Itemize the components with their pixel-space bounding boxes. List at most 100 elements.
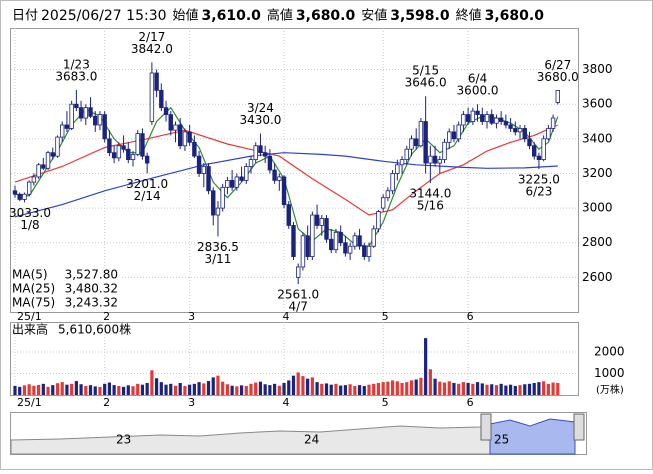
volume-bar <box>277 385 281 395</box>
volume-bar <box>428 369 432 395</box>
volume-bar <box>409 380 414 395</box>
navigator-handle[interactable] <box>480 413 492 441</box>
candle-body <box>489 114 494 124</box>
candle-body <box>69 103 74 129</box>
volume-bar <box>480 383 484 395</box>
candle-body <box>418 121 424 147</box>
candle-body <box>74 103 79 109</box>
volume-bar <box>235 386 239 395</box>
candle-body <box>362 245 367 257</box>
annotation-date: 1/8 <box>20 218 39 232</box>
candle-body <box>281 176 287 206</box>
annotation-value: 3600.0 <box>457 84 499 98</box>
moving-average-line <box>14 152 558 218</box>
header-value: 3,680.0 <box>485 8 545 24</box>
annotation-value: 2561.0 <box>277 288 319 302</box>
volume-bar <box>381 382 385 395</box>
volume-bar <box>117 385 121 395</box>
y-tick-label: 3200 <box>582 166 613 180</box>
candle-body <box>130 154 136 161</box>
volume-bar <box>178 382 182 395</box>
candle-body <box>480 114 485 122</box>
volume-bar <box>239 385 244 395</box>
volume-bar <box>173 385 178 395</box>
volume-bar <box>310 377 314 395</box>
candle-body <box>395 164 400 174</box>
y-tick-label: 3400 <box>582 131 613 145</box>
candle-body <box>144 155 150 164</box>
annotation-date: 5/16 <box>417 199 444 213</box>
candle-body <box>88 107 93 117</box>
volume-bar <box>155 378 159 395</box>
volume-bar <box>183 385 187 395</box>
candle-body <box>102 114 107 140</box>
candle-body <box>187 131 192 143</box>
volume-bar <box>51 385 55 395</box>
month-label: 5 <box>382 310 389 323</box>
month-label: 4 <box>283 396 290 409</box>
candle-body <box>45 152 51 169</box>
candle-body <box>536 155 542 161</box>
moving-average-line <box>14 124 559 216</box>
candle-body <box>116 145 122 159</box>
header-value: 3,610.0 <box>202 8 262 24</box>
candle-body <box>546 128 551 140</box>
candle-body <box>206 166 211 192</box>
candle-body <box>494 117 499 124</box>
candle-body <box>225 179 230 188</box>
candle-body <box>50 152 55 157</box>
volume-bar <box>206 381 211 395</box>
volume-bar <box>386 381 390 395</box>
volume-bar <box>65 384 69 395</box>
candle-body <box>295 266 301 278</box>
volume-unit: (万株) <box>596 383 624 396</box>
volume-bar <box>202 383 206 395</box>
volume-bar <box>320 383 324 395</box>
volume-bar <box>527 383 532 395</box>
y-tick-label: 3800 <box>582 62 613 76</box>
navigator-label: 24 <box>304 433 319 447</box>
candle-body <box>262 152 268 157</box>
navigator-handle[interactable] <box>573 413 585 441</box>
header-value: 3,680.0 <box>296 8 356 24</box>
volume-bar <box>93 386 97 395</box>
volume-bar <box>367 384 371 395</box>
volume-bar <box>457 383 461 395</box>
month-label: 25/1 <box>17 310 42 323</box>
volume-bar <box>88 385 93 395</box>
volume-bar <box>324 383 329 395</box>
volume-bar <box>230 385 234 395</box>
volume-bar <box>107 382 111 395</box>
candle-body <box>168 114 173 131</box>
annotation-date: 6/27 <box>544 58 571 72</box>
volume-bar <box>103 383 107 395</box>
candle-body <box>484 114 490 122</box>
volume-bar <box>518 385 522 395</box>
volume-bar <box>315 382 319 395</box>
volume-bar <box>273 383 277 395</box>
candle-body <box>220 186 225 209</box>
annotation-date: 2/14 <box>134 189 161 203</box>
volume-bar <box>542 381 546 395</box>
candle-body <box>36 164 41 178</box>
candle-body <box>442 141 447 161</box>
candle-body <box>277 176 282 181</box>
y-tick-label: 3600 <box>582 97 613 111</box>
volume-bar <box>37 384 41 395</box>
volume-bar <box>424 338 428 395</box>
annotation-value: 3680.0 <box>537 70 579 84</box>
volume-bar <box>169 383 173 395</box>
volume-bar <box>216 375 220 395</box>
annotation-value: 3842.0 <box>131 42 173 56</box>
annotation-value: 3033.0 <box>9 206 51 220</box>
volume-bar <box>74 381 78 395</box>
candle-body <box>291 225 296 257</box>
candle-body <box>508 124 513 129</box>
volume-bar <box>504 385 508 395</box>
candle-body <box>135 133 140 155</box>
volume-bar <box>188 384 192 395</box>
annotation-date: 6/23 <box>525 185 552 199</box>
candle-body <box>404 148 409 161</box>
header-value: 3,598.0 <box>390 8 450 24</box>
